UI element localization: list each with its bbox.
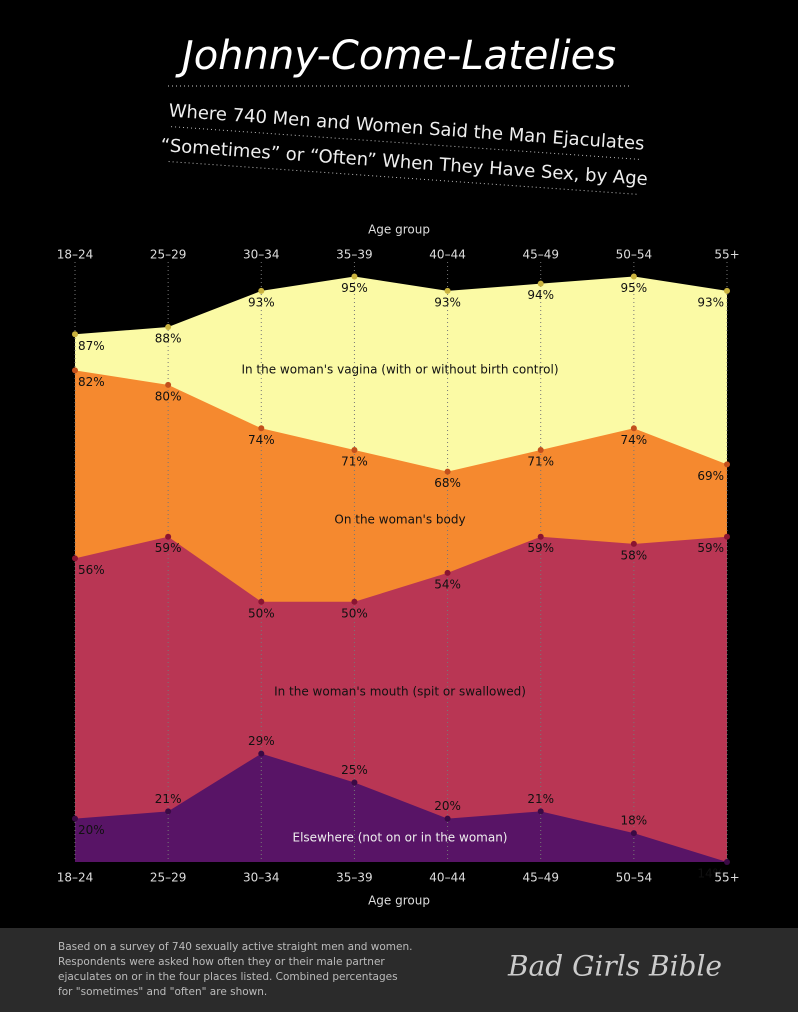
value-label: 88% <box>155 332 182 346</box>
data-point <box>724 533 730 540</box>
value-label: 18% <box>621 814 648 828</box>
data-point <box>444 287 451 294</box>
series-label: In the woman's mouth (spit or swallowed) <box>274 685 526 699</box>
value-label: 93% <box>697 295 724 309</box>
data-point <box>258 598 265 605</box>
value-label: 21% <box>527 792 554 806</box>
value-label: 21% <box>155 792 182 806</box>
value-label: 50% <box>341 606 368 620</box>
data-point <box>258 287 265 294</box>
area <box>75 753 727 862</box>
data-point <box>351 446 358 453</box>
value-label: 95% <box>341 281 368 295</box>
x-axis-title: Age group <box>368 223 430 237</box>
value-label: 58% <box>621 548 648 562</box>
data-point <box>165 324 172 331</box>
value-label: 20% <box>434 799 461 813</box>
x-tick-label: 40–44 <box>429 248 466 262</box>
value-label: 95% <box>621 281 648 295</box>
x-tick-label: 45–49 <box>522 871 559 885</box>
series-label: On the woman's body <box>334 513 465 527</box>
x-tick-label: 50–54 <box>616 248 653 262</box>
data-point <box>72 331 78 338</box>
footnote: Respondents were asked how often they or… <box>58 956 385 968</box>
value-label: 93% <box>248 295 275 309</box>
data-point <box>537 446 544 453</box>
x-tick-label: 30–34 <box>243 248 280 262</box>
data-point <box>724 859 730 865</box>
x-tick-label: 25–29 <box>150 871 187 885</box>
data-point <box>537 533 544 540</box>
x-axis-title: Age group <box>368 894 430 908</box>
brand: Bad Girls Bible <box>507 950 722 983</box>
x-tick-label: 35–39 <box>336 248 373 262</box>
data-point <box>165 381 172 388</box>
x-tick-label: 25–29 <box>150 248 187 262</box>
value-label: 74% <box>248 433 275 447</box>
x-tick-label: 55+ <box>714 248 739 262</box>
footer <box>0 928 798 1012</box>
data-point <box>351 273 358 280</box>
x-tick-label: 45–49 <box>522 248 559 262</box>
data-point <box>724 287 730 294</box>
x-tick-label: 30–34 <box>243 871 280 885</box>
value-label: 50% <box>248 606 275 620</box>
footnote: ejaculates on or in the four places list… <box>58 971 398 983</box>
value-label: 69% <box>697 469 724 483</box>
data-point <box>537 280 544 287</box>
value-label: 68% <box>434 476 461 490</box>
data-point <box>630 540 637 547</box>
footnote: Based on a survey of 740 sexually active… <box>58 941 412 953</box>
x-tick-label: 18–24 <box>57 248 94 262</box>
value-label: 82% <box>78 375 105 389</box>
value-label: 56% <box>78 563 105 577</box>
value-label: 59% <box>527 541 554 555</box>
data-point <box>72 555 78 562</box>
chart-title: Johnny-Come-Latelies <box>175 33 616 79</box>
value-label: 80% <box>155 389 182 403</box>
value-label: 14% <box>697 867 724 881</box>
data-point <box>630 273 637 280</box>
value-label: 59% <box>697 541 724 555</box>
data-point <box>351 779 358 786</box>
data-point <box>444 468 451 475</box>
value-label: 94% <box>527 288 554 302</box>
x-tick-label: 50–54 <box>616 871 653 885</box>
data-point <box>72 367 78 374</box>
data-point <box>72 815 78 822</box>
value-label: 87% <box>78 339 105 353</box>
value-label: 74% <box>621 433 648 447</box>
data-point <box>258 750 265 757</box>
x-tick-label: 35–39 <box>336 871 373 885</box>
data-point <box>630 830 637 837</box>
value-label: 54% <box>434 577 461 591</box>
data-point <box>444 815 451 822</box>
data-point <box>165 533 172 540</box>
value-label: 93% <box>434 295 461 309</box>
data-point <box>724 461 730 468</box>
value-label: 29% <box>248 734 275 748</box>
data-point <box>258 425 265 432</box>
value-label: 71% <box>527 454 554 468</box>
series-label: In the woman's vagina (with or without b… <box>241 363 558 377</box>
value-label: 59% <box>155 541 182 555</box>
footnote: for "sometimes" and "often" are shown. <box>58 986 267 998</box>
series-label: Elsewhere (not on or in the woman) <box>293 831 508 845</box>
data-point <box>444 569 451 576</box>
data-point <box>537 808 544 815</box>
value-label: 25% <box>341 763 368 777</box>
value-label: 71% <box>341 454 368 468</box>
x-tick-label: 55+ <box>714 871 739 885</box>
data-point <box>165 808 172 815</box>
x-tick-label: 40–44 <box>429 871 466 885</box>
value-label: 20% <box>78 823 105 837</box>
data-point <box>630 425 637 432</box>
data-point <box>351 598 358 605</box>
x-tick-label: 18–24 <box>57 871 94 885</box>
